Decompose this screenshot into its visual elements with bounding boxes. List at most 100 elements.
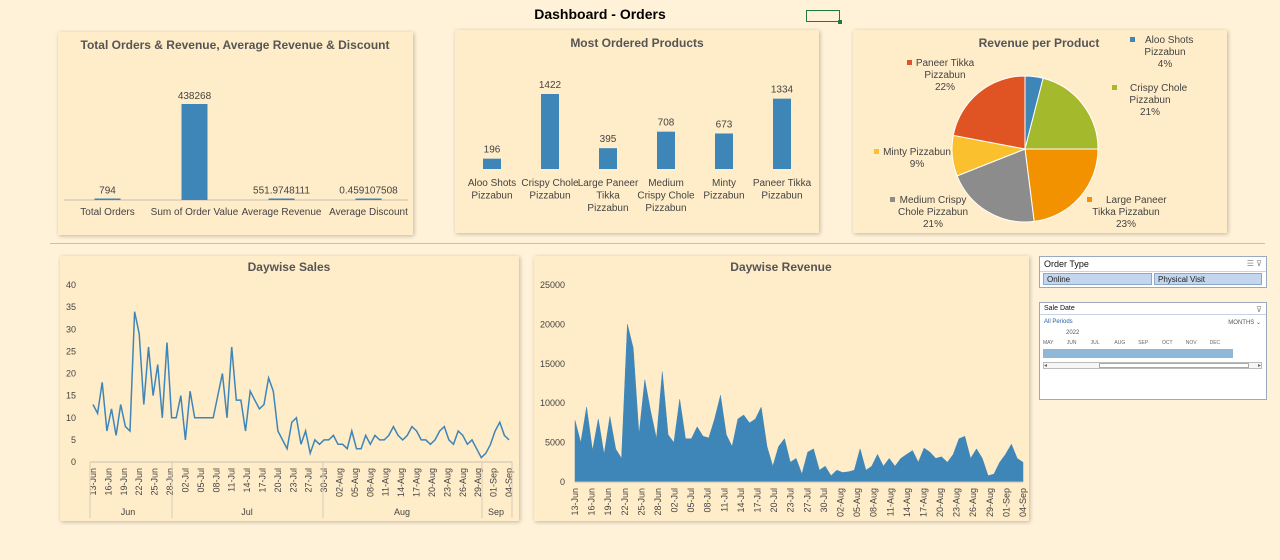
sales-line	[92, 311, 510, 459]
page-title: Dashboard - Orders	[534, 6, 666, 22]
order-type-slicer[interactable]: Order Type ☰ ⊽ Online Physical Visit	[1039, 256, 1267, 288]
revenue-x-tick: 11-Aug	[885, 488, 895, 516]
product-category-label: Minty	[712, 178, 736, 189]
pie-slice-label: Paneer Tikka	[916, 58, 975, 69]
product-bar	[599, 148, 617, 169]
product-category-label: Pizzabun	[529, 191, 570, 202]
pie-legend-marker	[874, 149, 879, 154]
sales-y-tick: 40	[66, 280, 76, 290]
timeline-month-label[interactable]: NOV	[1185, 340, 1197, 346]
product-bar	[715, 133, 733, 169]
sales-chart-card[interactable]: Daywise Sales 0 5 10 15 20 25 30 35 40 13-Jun 16-J…	[60, 256, 519, 521]
timeline-selected-bar[interactable]	[1043, 349, 1233, 358]
sales-y-tick: 15	[66, 391, 76, 401]
revenue-x-tick: 28-Jun	[653, 488, 663, 516]
order-type-option-physical-visit[interactable]: Physical Visit	[1154, 273, 1262, 285]
scroll-thumb[interactable]	[1099, 363, 1249, 368]
revenue-x-tick: 02-Jul	[670, 488, 680, 513]
sales-x-tick: 11-Jul	[227, 468, 237, 492]
revenue-x-tick: 14-Aug	[902, 488, 912, 517]
summary-bar	[181, 104, 208, 200]
sale-date-header: Sale Date ⊽	[1040, 303, 1266, 315]
revenue-x-tick: 13-Jun	[570, 488, 580, 516]
sales-x-tick: 26-Aug	[458, 468, 468, 497]
pie-slice-label: Pizzabun	[1129, 95, 1170, 106]
timeline-month-label[interactable]: JUN	[1066, 340, 1077, 346]
revenue-x-tick: 19-Jun	[603, 488, 613, 516]
timeline-month-label[interactable]: OCT	[1162, 340, 1173, 346]
timeline-month-label[interactable]: DEC	[1209, 340, 1221, 346]
sales-month-label: Aug	[394, 507, 410, 517]
revenue-x-tick: 17-Jul	[753, 488, 763, 513]
pie-slice-label: Large Paneer	[1106, 195, 1167, 206]
summary-chart-card[interactable]: Total Orders & Revenue, Average Revenue …	[58, 32, 413, 235]
sale-date-timeline[interactable]: Sale Date ⊽ All Periods MONTHS ⌄ 2022 MA…	[1039, 302, 1267, 400]
timeline-months: MAY JUN JUL AUG SEP OCT NOV DEC	[1043, 340, 1263, 348]
sales-month-label: Sep	[488, 507, 504, 517]
sales-x-tick: 16-Jun	[103, 468, 113, 496]
pie-percent-label: 4%	[1158, 59, 1173, 70]
scroll-right-icon[interactable]: ▸	[1257, 363, 1261, 369]
pie-chart-title: Revenue per Product	[979, 36, 1100, 50]
pie-slice	[956, 148, 1035, 223]
product-bar	[773, 98, 791, 169]
sales-month-label: Jun	[121, 507, 136, 517]
timeline-scrollbar[interactable]: ◂ ▸	[1043, 362, 1262, 369]
summary-category-label: Average Revenue	[242, 207, 322, 218]
sales-month-label: Jul	[241, 507, 253, 517]
sales-x-tick: 29-Aug	[473, 468, 483, 497]
product-data-label: 395	[600, 134, 617, 145]
sales-y-tick: 5	[71, 435, 76, 445]
sales-x-tick: 25-Jun	[150, 468, 160, 496]
revenue-x-tick: 02-Aug	[835, 488, 845, 517]
pie-legend-marker	[890, 197, 895, 202]
product-bar	[657, 131, 675, 169]
sales-x-tick: 02-Jul	[180, 468, 190, 493]
sales-x-tick: 22-Jun	[134, 468, 144, 496]
product-category-label: Paneer Tikka	[753, 178, 812, 189]
pie-legend-marker	[1130, 37, 1135, 42]
selected-cell[interactable]	[806, 10, 842, 24]
pie-legend-marker	[1112, 85, 1117, 90]
sales-x-tick: 30-Jul	[319, 468, 329, 493]
product-category-label: Pizzabun	[703, 191, 744, 202]
revenue-x-tick: 23-Aug	[952, 488, 962, 517]
revenue-x-tick: 01-Sep	[1001, 488, 1011, 517]
revenue-x-tick: 08-Jul	[703, 488, 713, 513]
summary-bar	[268, 198, 295, 200]
scroll-left-icon[interactable]: ◂	[1044, 363, 1048, 369]
timeline-year: 2022	[1066, 330, 1080, 336]
revenue-x-tick: 14-Jul	[736, 488, 746, 513]
product-category-label: Pizzabun	[761, 191, 802, 202]
revenue-y-tick: 15000	[540, 359, 565, 369]
timeline-month-label[interactable]: AUG	[1114, 340, 1126, 346]
pie-slice-label: Pizzabun	[924, 70, 965, 81]
summary-category-label: Sum of Order Value	[151, 207, 239, 218]
products-chart-card[interactable]: Most Ordered Products 196 Aloo Shots Pizza…	[455, 30, 819, 233]
revenue-x-tick: 30-Jul	[819, 488, 829, 513]
sales-x-tick: 02-Aug	[335, 468, 345, 497]
pie-slice	[1024, 77, 1099, 150]
pie-slice-label: Crispy Chole	[1130, 83, 1188, 94]
multi-select-icon[interactable]: ☰	[1246, 259, 1254, 268]
revenue-y-tick: 20000	[540, 319, 565, 329]
timeline-month-label[interactable]: JUL	[1090, 340, 1100, 346]
revenue-area	[574, 324, 1024, 483]
clear-filter-icon[interactable]: ⊽	[1256, 259, 1262, 268]
timeline-month-label[interactable]: MAY	[1043, 340, 1054, 346]
product-category-label: Pizzabun	[587, 203, 628, 214]
order-type-option-online[interactable]: Online	[1043, 273, 1152, 285]
sales-x-tick: 05-Aug	[350, 468, 360, 497]
revenue-x-tick: 20-Aug	[935, 488, 945, 517]
clear-filter-icon[interactable]: ⊽	[1256, 305, 1262, 314]
timeline-level-dropdown[interactable]: MONTHS ⌄	[1228, 320, 1261, 326]
sales-x-tick: 05-Jul	[196, 468, 206, 493]
pie-chart-card[interactable]: Revenue per Product Aloo Shots Pizzabun 4%…	[853, 30, 1227, 233]
revenue-chart-card[interactable]: Daywise Revenue 0 5000 10000 15000 20000 2500…	[534, 256, 1029, 521]
sales-chart-title: Daywise Sales	[248, 260, 331, 274]
summary-bar	[355, 198, 382, 200]
revenue-chart-title: Daywise Revenue	[730, 260, 832, 274]
timeline-month-label[interactable]: SEP	[1138, 340, 1149, 346]
pie-slice-label: Aloo Shots	[1145, 35, 1193, 46]
pie-slice-label: Medium Crispy	[900, 195, 967, 206]
